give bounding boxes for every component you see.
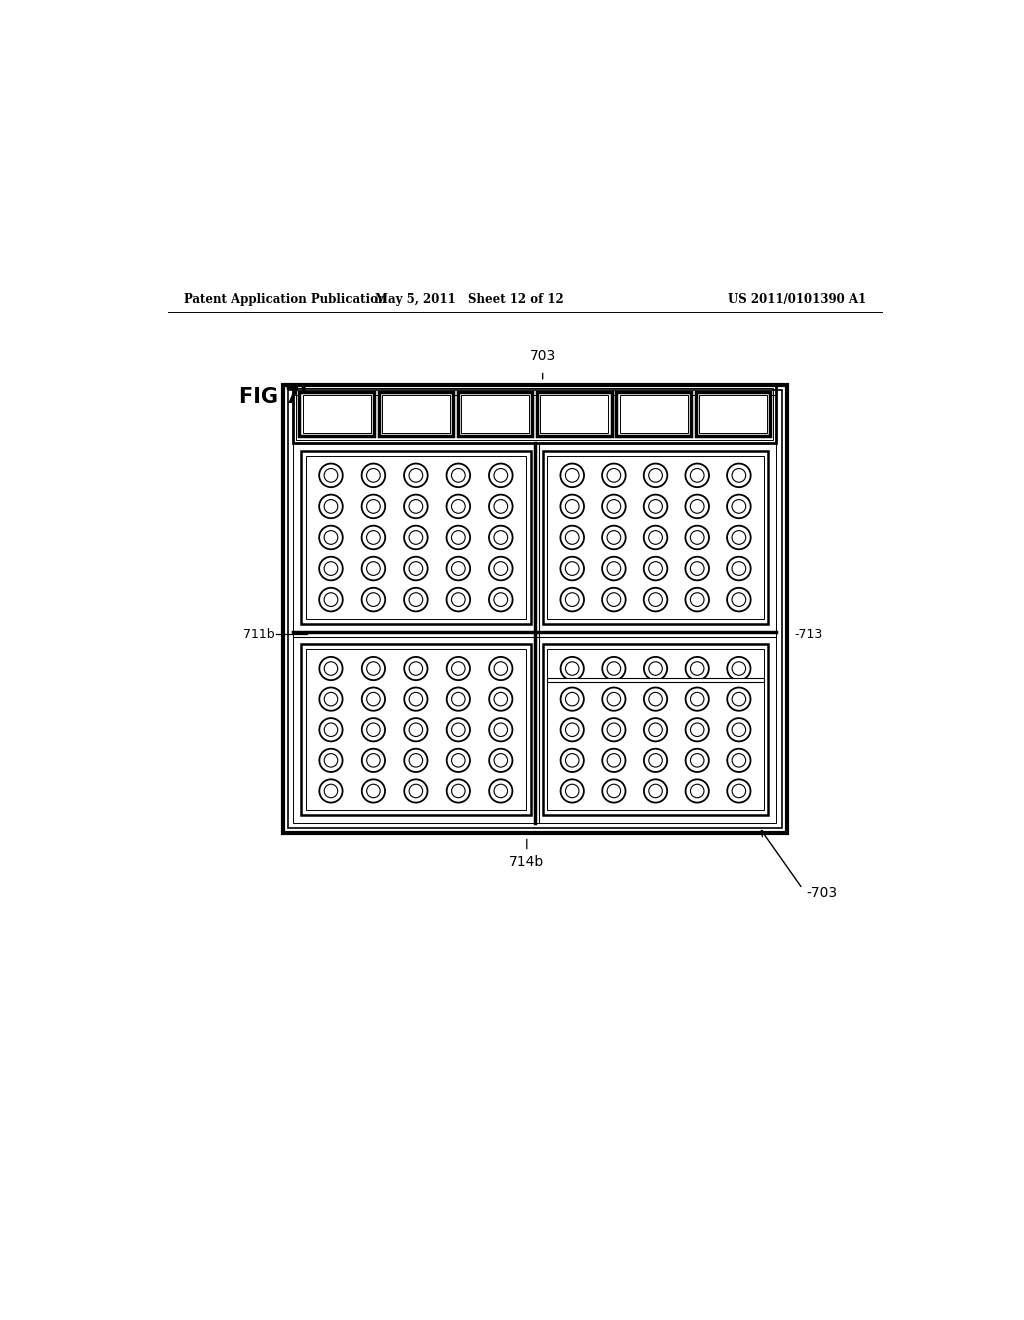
Bar <box>616 392 691 436</box>
Bar <box>695 392 770 436</box>
Bar <box>283 385 786 833</box>
Text: 714b: 714b <box>509 855 545 870</box>
Bar <box>620 395 688 433</box>
Bar <box>293 395 776 822</box>
Text: Patent Application Publication: Patent Application Publication <box>183 293 386 306</box>
Text: 703: 703 <box>529 348 556 363</box>
Text: -713: -713 <box>795 628 823 640</box>
Bar <box>293 385 776 444</box>
Bar <box>543 644 768 814</box>
Bar <box>296 388 773 440</box>
Bar <box>288 389 782 829</box>
Bar <box>698 395 767 433</box>
Bar <box>306 649 526 810</box>
Bar <box>461 395 529 433</box>
Bar <box>543 451 768 624</box>
Bar <box>301 451 530 624</box>
Bar <box>379 392 453 436</box>
Bar <box>306 455 526 619</box>
Bar <box>548 649 764 810</box>
Bar <box>299 392 374 436</box>
Bar <box>548 678 764 682</box>
Bar <box>538 392 611 436</box>
Text: FIG 7J: FIG 7J <box>240 387 307 407</box>
Text: -703: -703 <box>807 886 838 900</box>
Bar <box>382 395 450 433</box>
Bar <box>541 395 608 433</box>
Bar <box>548 455 764 619</box>
Text: 711b: 711b <box>243 628 274 640</box>
Bar <box>301 644 530 814</box>
Bar <box>458 392 532 436</box>
Bar <box>303 395 371 433</box>
Text: May 5, 2011   Sheet 12 of 12: May 5, 2011 Sheet 12 of 12 <box>375 293 563 306</box>
Text: US 2011/0101390 A1: US 2011/0101390 A1 <box>728 293 866 306</box>
